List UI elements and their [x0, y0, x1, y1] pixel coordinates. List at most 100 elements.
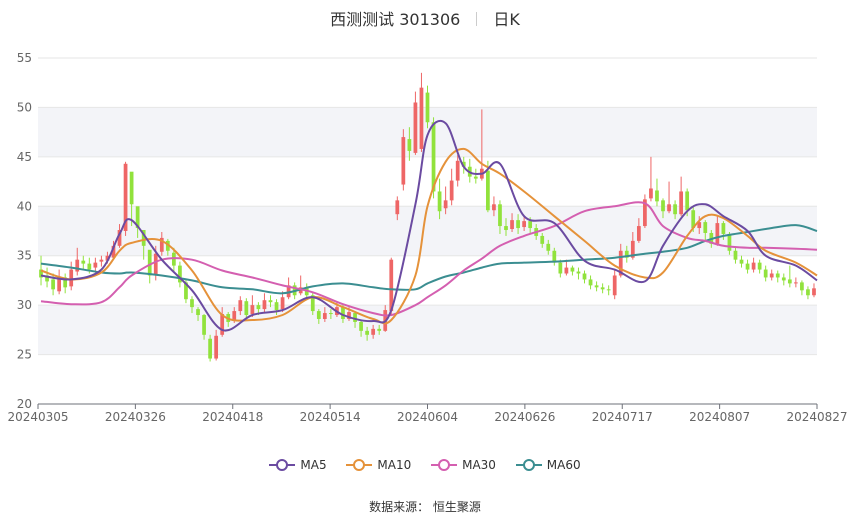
candle-body: [812, 288, 816, 296]
candle-body: [588, 279, 593, 286]
candle-body: [310, 295, 315, 312]
candle-body: [165, 240, 170, 251]
candle-body: [437, 191, 442, 212]
candle-body: [679, 191, 683, 215]
candle-body: [274, 302, 279, 311]
ma60-line: [40, 224, 818, 295]
candle-body: [208, 338, 212, 359]
candle-body: [45, 275, 49, 282]
candle-body: [256, 305, 261, 310]
candle-body: [763, 269, 768, 278]
candle-body: [407, 139, 412, 151]
candle-body: [431, 122, 436, 192]
legend-ma5-label: MA5: [300, 458, 327, 472]
y-tick-label: 35: [17, 249, 32, 263]
candle-body: [612, 275, 617, 296]
x-axis: 20240305 20240326 20240418 20240514 20240604…: [7, 403, 848, 424]
candle-body: [184, 282, 188, 300]
x-tick-label: 20240326: [105, 410, 166, 424]
candle-body: [51, 279, 55, 290]
candle-body: [135, 206, 140, 229]
candle-body: [172, 252, 176, 266]
candle-body: [286, 285, 291, 298]
candle-body: [649, 188, 653, 199]
candle-body: [232, 311, 237, 321]
candle-body: [190, 299, 194, 308]
candle-body: [202, 315, 206, 335]
candle-body: [498, 204, 502, 227]
ma-lines: [40, 119, 818, 332]
candle-body: [63, 277, 68, 288]
plot-background: [38, 107, 817, 355]
candle-body: [473, 176, 478, 179]
candle-body: [105, 255, 110, 261]
candle-body: [546, 243, 551, 251]
legend-ma30-icon: [431, 458, 458, 472]
y-tick-label: 30: [17, 298, 32, 312]
candle-body: [636, 226, 641, 241]
candle-body: [419, 87, 424, 149]
candle-body: [57, 276, 62, 292]
legend-ma10-icon: [346, 458, 373, 472]
x-tick-label: 20240418: [202, 410, 263, 424]
candle-body: [643, 199, 647, 227]
candle-body: [443, 200, 448, 209]
candle-body: [806, 289, 810, 296]
candle-body: [359, 321, 363, 331]
x-tick-label: 20240717: [592, 410, 653, 424]
candle-body: [624, 250, 629, 258]
candle-body: [377, 328, 382, 331]
candle-body: [117, 230, 122, 246]
candle-body: [685, 191, 690, 211]
ma5-line: [40, 119, 818, 332]
candle-body: [667, 204, 671, 212]
candle-body: [703, 222, 708, 233]
y-tick-label: 50: [17, 100, 32, 114]
candle-body: [486, 170, 490, 211]
candle-body: [178, 265, 182, 283]
legend-ma30-label: MA30: [462, 458, 496, 472]
legend: MA5 MA10 MA30 MA60: [0, 458, 850, 475]
x-tick-label: 20240626: [494, 410, 555, 424]
candle-body: [492, 204, 496, 211]
legend-ma10[interactable]: MA10: [346, 458, 411, 472]
candle-body: [111, 245, 116, 258]
candle-body: [594, 285, 599, 288]
candle-body: [389, 259, 394, 312]
y-tick-label: 45: [17, 150, 32, 164]
legend-ma30[interactable]: MA30: [431, 458, 496, 472]
candle-body: [528, 221, 533, 229]
x-tick-label: 20240604: [397, 410, 458, 424]
candle-body: [353, 313, 357, 322]
candle-body: [540, 235, 545, 244]
y-axis: 20 25 30 35 40 45 50 55: [17, 51, 32, 411]
candle-body: [75, 259, 80, 272]
candle-body: [401, 137, 406, 185]
y-tick-label: 25: [17, 348, 32, 362]
legend-ma60[interactable]: MA60: [515, 458, 581, 472]
candle-body: [365, 330, 369, 335]
candle-body: [618, 250, 623, 276]
candle-body: [69, 269, 74, 287]
ma10-line: [40, 147, 818, 325]
legend-ma60-label: MA60: [546, 458, 581, 472]
candle-body: [661, 200, 665, 212]
candle-body: [371, 328, 376, 335]
candle-body: [733, 250, 738, 260]
candle-body: [268, 300, 273, 303]
source-label: 数据来源：: [369, 500, 430, 514]
candle-body: [395, 200, 400, 215]
candle-body: [727, 233, 732, 251]
candle-body: [552, 250, 557, 263]
period-label: 日K: [493, 10, 520, 29]
candle-body: [570, 267, 575, 272]
candle-body: [147, 249, 152, 276]
candle-body: [769, 273, 774, 278]
legend-ma5[interactable]: MA5: [269, 458, 327, 472]
legend-ma5-icon: [269, 458, 296, 472]
candle-body: [781, 277, 786, 281]
candle-body: [510, 220, 514, 230]
candle-body: [129, 171, 134, 205]
candle-body: [757, 262, 762, 270]
